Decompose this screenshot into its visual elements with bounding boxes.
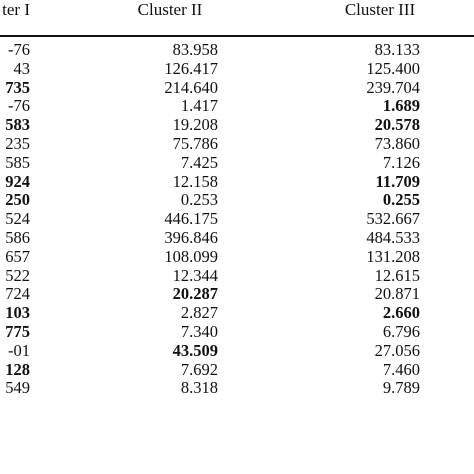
table-cell: 214.640 [164,77,218,97]
table-row: -76 1.417 1.689 [0,97,474,116]
table-cell: 131.208 [366,246,420,266]
table-cell: 0.255 [382,190,420,210]
table-cell: 27.056 [374,340,420,360]
table-cell: 20.871 [374,284,420,304]
table-cell: 73.860 [374,133,420,153]
table-cell: 20.578 [374,115,420,135]
table-cell: 0.253 [180,190,218,210]
table-row: 583 19.208 20.578 [0,115,474,135]
table-cell: 657 [5,246,30,266]
table-cell: 396.846 [164,227,218,247]
header-rule [0,35,474,37]
table-cell: 125.400 [366,58,420,78]
column-header-cluster-1: ter I [2,0,30,19]
table-cell: 586 [5,227,30,247]
table-cell: 239.704 [366,77,420,97]
table-cell: 724 [5,284,30,304]
column-header-cluster-3: Cluster III [344,0,416,19]
table-cell: 235 [5,133,30,153]
table-cell: 8.318 [180,378,218,398]
table-row: -01 43.509 27.056 [0,340,474,361]
table-cell: 43.509 [172,340,218,360]
table-row: 657 108.099 131.208 [0,246,474,267]
table-cell: 522 [5,265,30,285]
table-cell: 19.208 [172,115,218,135]
table-row: 524 446.175 532.667 [0,209,474,229]
table-cell: -76 [8,96,30,116]
table-cell: 43 [13,58,31,78]
table-cell: 83.133 [374,40,420,59]
table-cell: 7.126 [382,152,420,172]
table-row: 586 396.846 484.533 [0,227,474,248]
table-cell: 20.287 [172,284,218,304]
table-row: 549 8.318 9.789 [0,379,474,398]
table-cell: 250 [5,190,30,210]
table-cell: 735 [5,77,30,97]
table-row: 103 2.827 2.660 [0,303,474,323]
table-row: 585 7.425 7.126 [0,152,474,173]
table-cell: 128 [5,359,30,379]
table-cell: 12.344 [172,265,218,285]
table-row: 924 12.158 11.709 [0,171,474,192]
table-cell: 1.689 [382,96,420,116]
table-cell: 12.615 [374,265,420,285]
table-row: 724 20.287 20.871 [0,285,474,304]
table-cell: -76 [8,40,30,59]
table-cell: 585 [5,152,30,172]
table-row: 775 7.340 6.796 [0,321,474,342]
table-cell: 108.099 [164,246,218,266]
table-cell: 11.709 [375,171,420,191]
table-cell: 7.425 [180,152,218,172]
table-row: 43 126.417 125.400 [0,58,474,79]
table-cell: 7.460 [382,359,420,379]
table-body: -76 83.958 83.133 43 126.417 125.400 735 214.64… [0,40,474,398]
table-cell: 7.340 [180,321,218,341]
table-row: 250 0.253 0.255 [0,191,474,210]
table-row: 522 12.344 12.615 [0,265,474,286]
table-cell: 524 [5,209,30,229]
table-cell: 446.175 [164,209,218,229]
column-header-cluster-2: Cluster II [137,0,203,19]
table-cell: 83.958 [172,40,218,59]
table-cell: 924 [5,171,30,191]
table-cell: 1.417 [180,96,218,116]
table-cell: 6.796 [382,321,420,341]
table-cell: 484.533 [366,227,420,247]
table-cell: 103 [5,303,30,323]
table-cell: 583 [5,115,30,135]
table-cell: 775 [5,321,30,341]
table-cell: 75.786 [172,133,218,153]
table-cell: 532.667 [366,209,420,229]
table-cell: 12.158 [172,171,218,191]
table-row: 128 7.692 7.460 [0,359,474,380]
table-cell: 2.660 [382,303,420,323]
table-cell: 7.692 [180,359,218,379]
table-cell: 2.827 [180,303,218,323]
table-row: 735 214.640 239.704 [0,77,474,98]
table-cell: 126.417 [164,58,218,78]
table-cell: -01 [8,340,30,360]
table-cell: 9.789 [382,378,420,398]
table-cell: 549 [5,378,30,398]
table-row: -76 83.958 83.133 [0,40,474,60]
table-row: 235 75.786 73.860 [0,133,474,154]
